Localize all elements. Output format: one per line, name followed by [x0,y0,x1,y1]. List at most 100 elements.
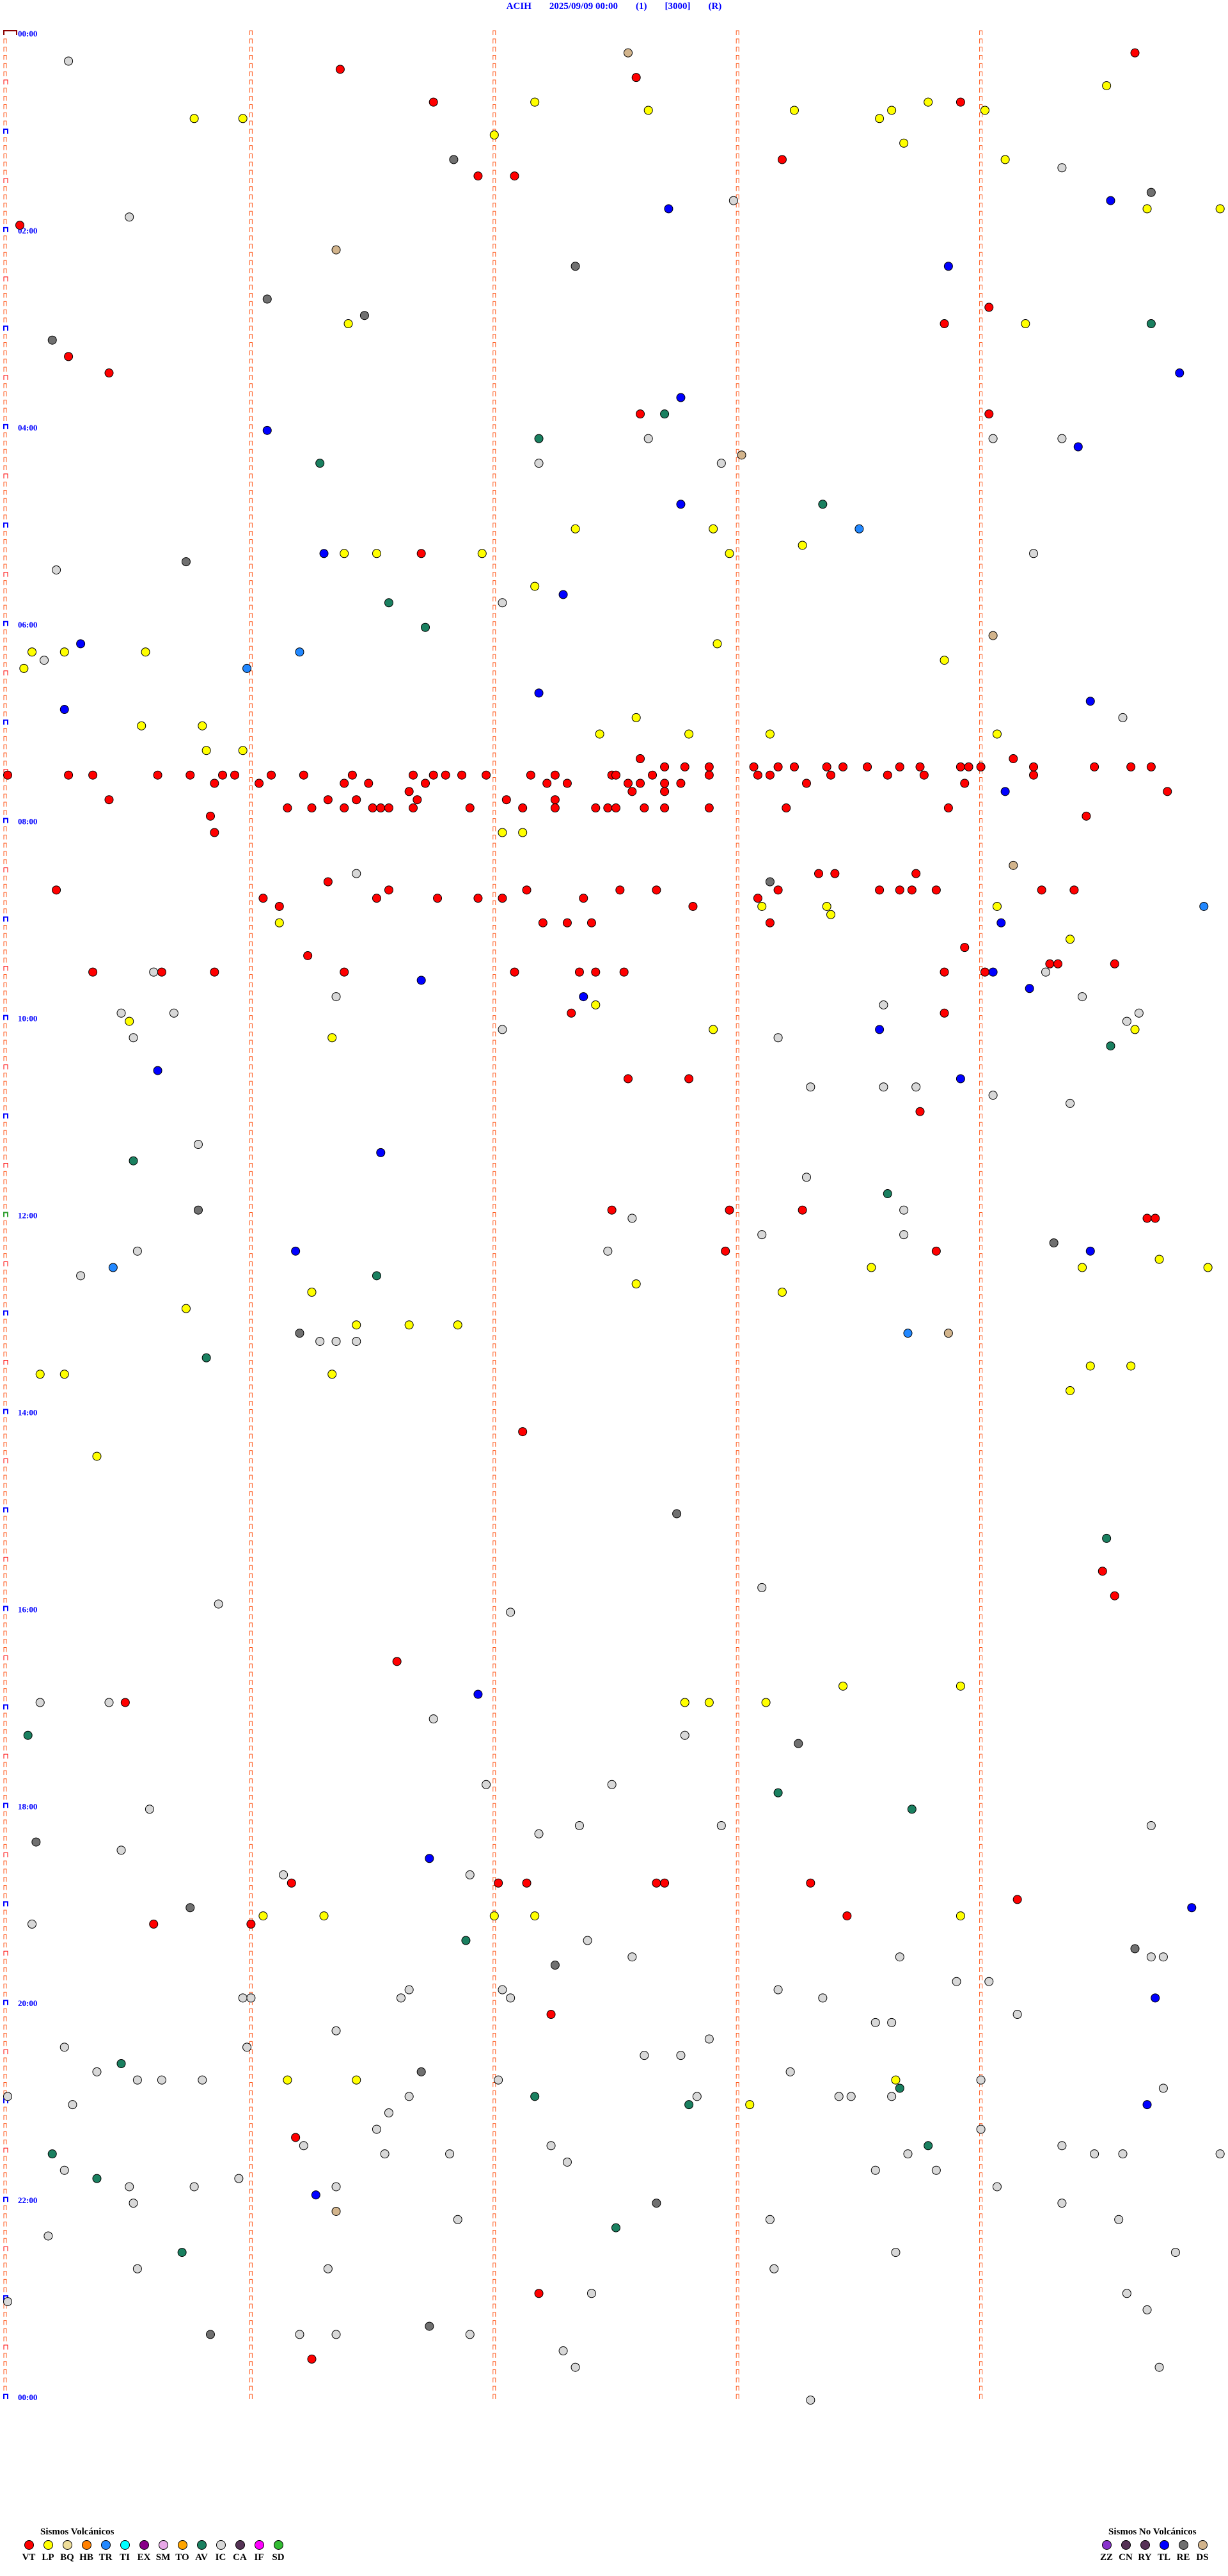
minute-divider-tick [492,2180,496,2186]
row-tick [3,1442,7,1447]
row-tick [3,999,7,1004]
legend-label: RE [1176,2552,1190,2563]
legend-label: SD [272,2552,285,2563]
minute-divider-tick [736,2254,739,2259]
minute-divider-tick [979,2115,983,2120]
minute-divider-tick [736,1712,739,1718]
event-marker-ic [1154,2362,1164,2372]
event-marker-vt [482,770,491,780]
minute-divider-tick [736,54,739,60]
minute-divider-tick [492,1984,496,1989]
minute-divider-tick [492,2033,496,2038]
minute-divider-tick [736,1450,739,1455]
event-marker-ic [315,1336,325,1346]
event-marker-re [550,1961,560,1970]
minute-divider-tick [979,1376,983,1382]
minute-divider-tick [249,71,253,77]
minute-divider-tick [979,1163,983,1168]
hour-tick [3,30,17,35]
minute-divider-tick [492,834,496,840]
event-marker-tl [1000,787,1010,796]
minute-divider-tick [979,2361,983,2366]
legend-marker-icon [43,2540,53,2550]
minute-divider-tick [736,900,739,905]
event-marker-vt [863,762,872,771]
minute-divider-tick [249,202,253,208]
event-marker-tl [1151,1993,1160,2003]
minute-divider-tick [249,2033,253,2038]
row-tick [3,645,7,651]
minute-divider-tick [492,1401,496,1406]
minute-divider-tick [736,867,739,873]
minute-divider-tick [249,974,253,979]
minute-divider-tick [492,186,496,191]
event-marker-lp [307,1287,317,1297]
row-tick [3,2025,7,2030]
minute-divider-tick [492,1384,496,1389]
minute-divider-tick [736,2336,739,2342]
minute-divider-tick [249,358,253,364]
minute-divider-tick [736,334,739,339]
row-tick [3,883,7,889]
row-tick [3,2336,7,2342]
minute-divider-tick [249,883,253,889]
minute-divider-tick [736,1770,739,1775]
minute-divider-tick [979,1048,983,1053]
event-marker-tl [473,1689,483,1699]
minute-divider-tick [249,1507,253,1513]
minute-divider-tick [249,900,253,905]
minute-divider-tick [979,2222,983,2227]
event-marker-ic [3,2092,12,2101]
minute-divider-tick [492,457,496,462]
minute-divider-tick [736,2098,739,2104]
event-marker-vt [798,1205,807,1215]
minute-divider-tick [492,1663,496,1669]
minute-divider-tick [979,367,983,372]
minute-divider-tick [736,1310,739,1316]
row-tick [3,186,7,191]
event-marker-ic [429,1714,438,1724]
minute-divider-tick [492,2049,496,2055]
event-marker-vt [368,803,377,813]
row-tick [3,1384,7,1389]
minute-divider-tick [249,2385,253,2391]
minute-divider-tick [492,1959,496,1964]
minute-divider-tick [979,1507,983,1513]
minute-divider-tick [492,2320,496,2325]
minute-divider-tick [249,2123,253,2128]
minute-divider-tick [249,79,253,84]
minute-divider-tick [736,785,739,791]
minute-divider-tick [249,1286,253,1291]
minute-divider-tick [979,465,983,470]
time-label: 06:00 [18,620,37,629]
minute-divider-tick [492,1393,496,1398]
minute-divider-tick [492,662,496,667]
minute-divider-tick [249,1425,253,1431]
row-tick [3,367,7,372]
half-hour-tick [3,2049,8,2055]
minute-divider-tick [249,2041,253,2046]
minute-divider-tick [249,1080,253,1086]
minute-divider-tick [736,999,739,1004]
minute-divider-tick [736,2222,739,2227]
row-tick [3,1729,7,1734]
minute-divider-tick [736,457,739,462]
minute-divider-tick [979,564,983,569]
minute-divider-tick [492,2229,496,2235]
minute-divider-tick [979,1080,983,1086]
event-marker-vt [185,770,195,780]
minute-divider-tick [492,604,496,610]
row-tick [3,1466,7,1472]
row-tick [3,407,7,413]
event-marker-lp [684,729,694,739]
event-marker-ic [43,2231,53,2241]
minute-divider-tick [492,244,496,249]
event-marker-tr [242,663,252,673]
minute-divider-tick [979,1450,983,1455]
legend-marker-icon [62,2540,72,2550]
minute-divider-tick [492,1064,496,1070]
minute-divider-tick [979,1909,983,1915]
minute-divider-tick [492,1294,496,1299]
minute-divider-tick [736,1343,739,1348]
half-hour-tick [3,276,8,281]
